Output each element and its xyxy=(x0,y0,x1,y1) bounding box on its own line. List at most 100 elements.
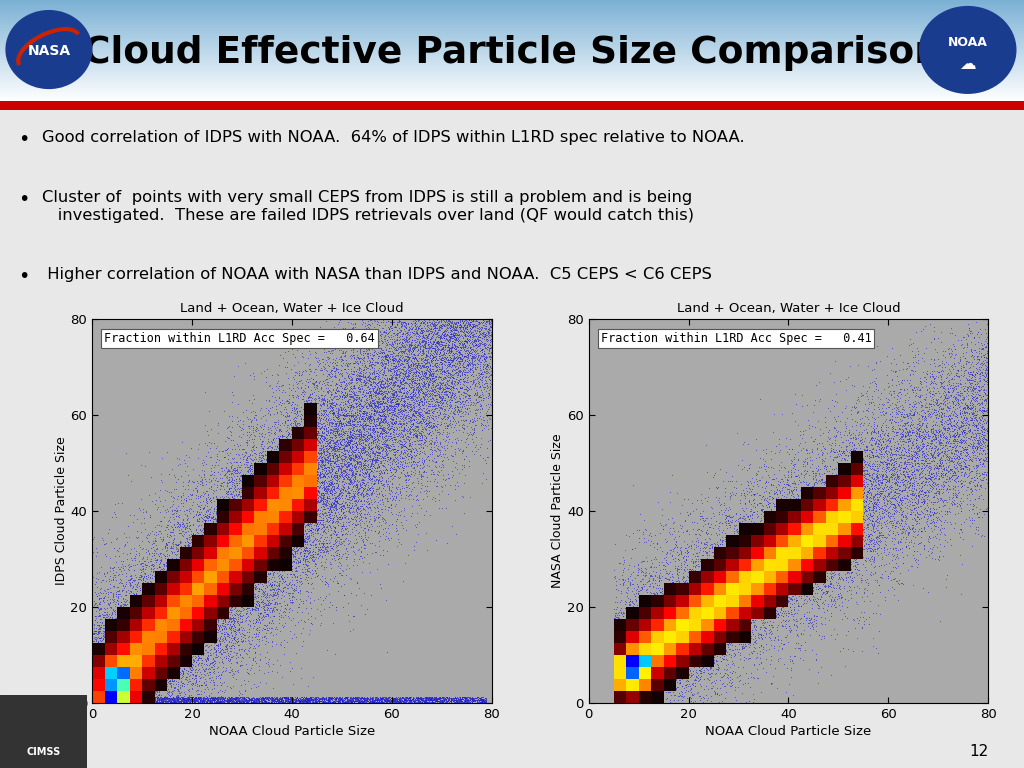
Point xyxy=(99,697,116,709)
Point xyxy=(199,694,215,706)
Point xyxy=(335,375,351,387)
Point xyxy=(850,478,866,490)
Point xyxy=(888,482,904,495)
Point xyxy=(898,422,914,434)
Point xyxy=(260,564,276,577)
Point xyxy=(464,335,480,347)
Point xyxy=(171,692,187,704)
Point xyxy=(295,451,311,463)
Point xyxy=(651,618,668,631)
Point xyxy=(416,695,432,707)
Point xyxy=(251,692,267,704)
Point xyxy=(445,402,462,415)
Point xyxy=(216,568,232,581)
Point xyxy=(638,566,654,578)
Point xyxy=(620,624,636,637)
Point xyxy=(922,440,938,452)
Point xyxy=(377,454,393,466)
Point xyxy=(89,631,105,643)
Point xyxy=(766,568,782,581)
Point xyxy=(318,315,335,327)
Point xyxy=(255,524,271,536)
Point xyxy=(244,506,260,518)
Point xyxy=(672,677,688,689)
Point xyxy=(944,361,961,373)
Point xyxy=(380,432,396,444)
Point xyxy=(253,439,269,451)
Point xyxy=(214,577,230,589)
Point xyxy=(755,582,771,594)
Point xyxy=(181,658,198,670)
Point xyxy=(813,485,829,498)
Point xyxy=(453,318,469,330)
Point xyxy=(249,582,265,594)
Point xyxy=(142,691,159,703)
Point xyxy=(208,570,224,582)
Point xyxy=(912,425,929,438)
Point xyxy=(785,528,802,540)
Point xyxy=(383,348,399,360)
Point xyxy=(379,464,395,476)
Point xyxy=(213,581,229,594)
Point xyxy=(974,367,990,379)
Point xyxy=(864,515,881,527)
Point xyxy=(752,581,768,594)
Point xyxy=(215,634,231,646)
Point xyxy=(816,521,833,534)
Point xyxy=(952,434,969,446)
Point xyxy=(480,313,497,325)
Point xyxy=(390,459,407,472)
Point xyxy=(471,694,487,707)
Point xyxy=(175,607,191,620)
Point xyxy=(431,397,447,409)
Point xyxy=(812,483,828,495)
Point xyxy=(658,669,675,681)
Point xyxy=(445,329,462,342)
Point xyxy=(957,364,974,376)
Point xyxy=(437,696,454,708)
Point xyxy=(172,617,188,630)
Point xyxy=(767,562,783,574)
Point xyxy=(753,564,769,576)
Point xyxy=(388,492,404,504)
Point xyxy=(624,679,640,691)
Point xyxy=(184,650,201,662)
Point xyxy=(842,487,858,499)
Point xyxy=(716,566,732,578)
Point xyxy=(911,431,928,443)
Point xyxy=(906,457,923,469)
Point xyxy=(142,574,159,587)
Point xyxy=(923,496,939,508)
Point xyxy=(221,694,238,706)
Point xyxy=(648,667,665,680)
Point xyxy=(244,528,260,540)
Point xyxy=(151,617,167,630)
Point xyxy=(709,635,725,647)
Point xyxy=(464,694,480,706)
Point xyxy=(161,607,177,620)
Point xyxy=(651,574,668,587)
Point xyxy=(354,419,371,432)
Point xyxy=(366,359,382,372)
Point xyxy=(197,584,213,596)
Point xyxy=(285,432,301,444)
Point xyxy=(292,693,308,705)
Point xyxy=(300,480,316,492)
Point xyxy=(404,334,421,346)
Point xyxy=(191,666,208,678)
Point xyxy=(395,692,412,704)
Point xyxy=(713,636,729,648)
Point xyxy=(746,553,763,565)
Point xyxy=(407,317,423,329)
Point xyxy=(859,426,876,439)
Point xyxy=(452,424,468,436)
Point xyxy=(952,500,969,512)
Point xyxy=(970,388,986,400)
Point xyxy=(346,406,362,418)
Point xyxy=(102,694,119,707)
Point xyxy=(639,621,655,634)
Point xyxy=(447,691,464,703)
Point xyxy=(335,495,351,508)
Point xyxy=(620,664,636,677)
Point xyxy=(399,468,416,481)
